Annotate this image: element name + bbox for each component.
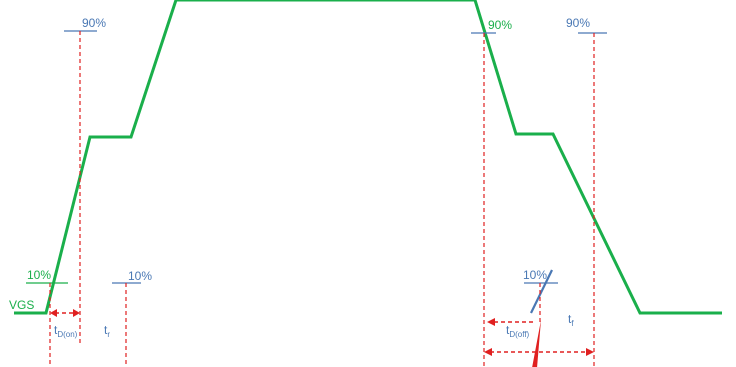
turn-off-90pct-label: 90% [488, 18, 512, 32]
tf-label: tf [568, 312, 574, 328]
td-off-label: tD(off) [506, 323, 530, 339]
td-on-label-main: t [54, 323, 58, 337]
arrow-heads [50, 309, 594, 367]
td-off-arrow-left-head [487, 318, 495, 326]
tf-label-sub: f [571, 319, 574, 328]
turn-on-90pct-label: 90% [82, 16, 106, 30]
td-on-label-sub: D(on) [57, 330, 77, 339]
td-on-arrow-left-head [50, 309, 57, 317]
tr-label-sub: r [107, 330, 110, 339]
td-on-arrow-right-head [73, 309, 80, 317]
tr-label-main: t [104, 323, 108, 337]
turn-off-slope-marker [530, 269, 553, 314]
tf-90pct-label: 90% [566, 16, 590, 30]
td-on-label: tD(on) [54, 323, 78, 339]
vgs-waveform [14, 0, 722, 315]
tf-arrow-right-head [586, 348, 594, 356]
turn-off-10pct-label: 10% [523, 268, 547, 282]
red-dashed-guides [49, 31, 595, 367]
turn-on-10pct-label: 10% [27, 268, 51, 282]
tr-label: tr [104, 323, 110, 339]
vgs-label: VGS [9, 298, 34, 312]
td-off-wedge-marker [532, 320, 541, 367]
tf-arrow-left-head [484, 348, 492, 356]
td-off-label-sub: D(off) [509, 330, 529, 339]
td-off-label-main: t [506, 323, 510, 337]
tf-label-main: t [568, 312, 572, 326]
interval-arrows [55, 312, 588, 353]
tr-10pct-label: 10% [128, 269, 152, 283]
